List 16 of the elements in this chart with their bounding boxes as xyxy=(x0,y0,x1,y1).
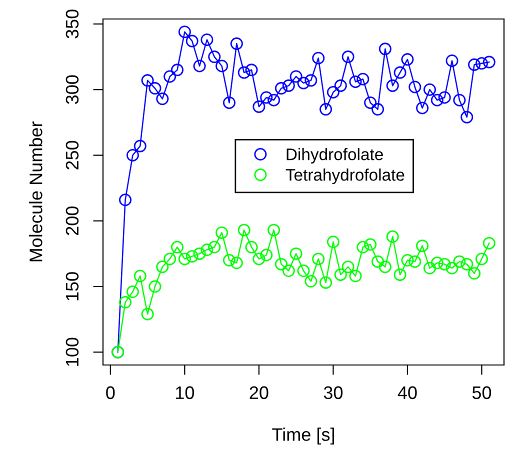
x-tick-label: 20 xyxy=(250,386,268,400)
x-tick-label: 40 xyxy=(398,386,417,400)
x-tick-label: 50 xyxy=(472,386,492,400)
y-tick-label: 100 xyxy=(66,338,79,366)
x-tick-label: 10 xyxy=(176,386,194,400)
x-axis-title: Time [s] xyxy=(272,428,334,444)
y-tick-label: 150 xyxy=(66,272,79,300)
legend-label: Tetrahydrofolate xyxy=(286,168,404,184)
x-tick-label: 0 xyxy=(106,386,115,400)
legend-label: Dihydrofolate xyxy=(286,148,383,164)
y-tick-label: 200 xyxy=(66,206,79,236)
y-tick-label: 350 xyxy=(66,10,79,38)
y-tick-label: 300 xyxy=(66,75,79,104)
x-tick-label: 30 xyxy=(324,386,343,400)
y-axis-title: Molecule Number xyxy=(29,122,42,262)
y-tick-label: 250 xyxy=(66,140,79,170)
